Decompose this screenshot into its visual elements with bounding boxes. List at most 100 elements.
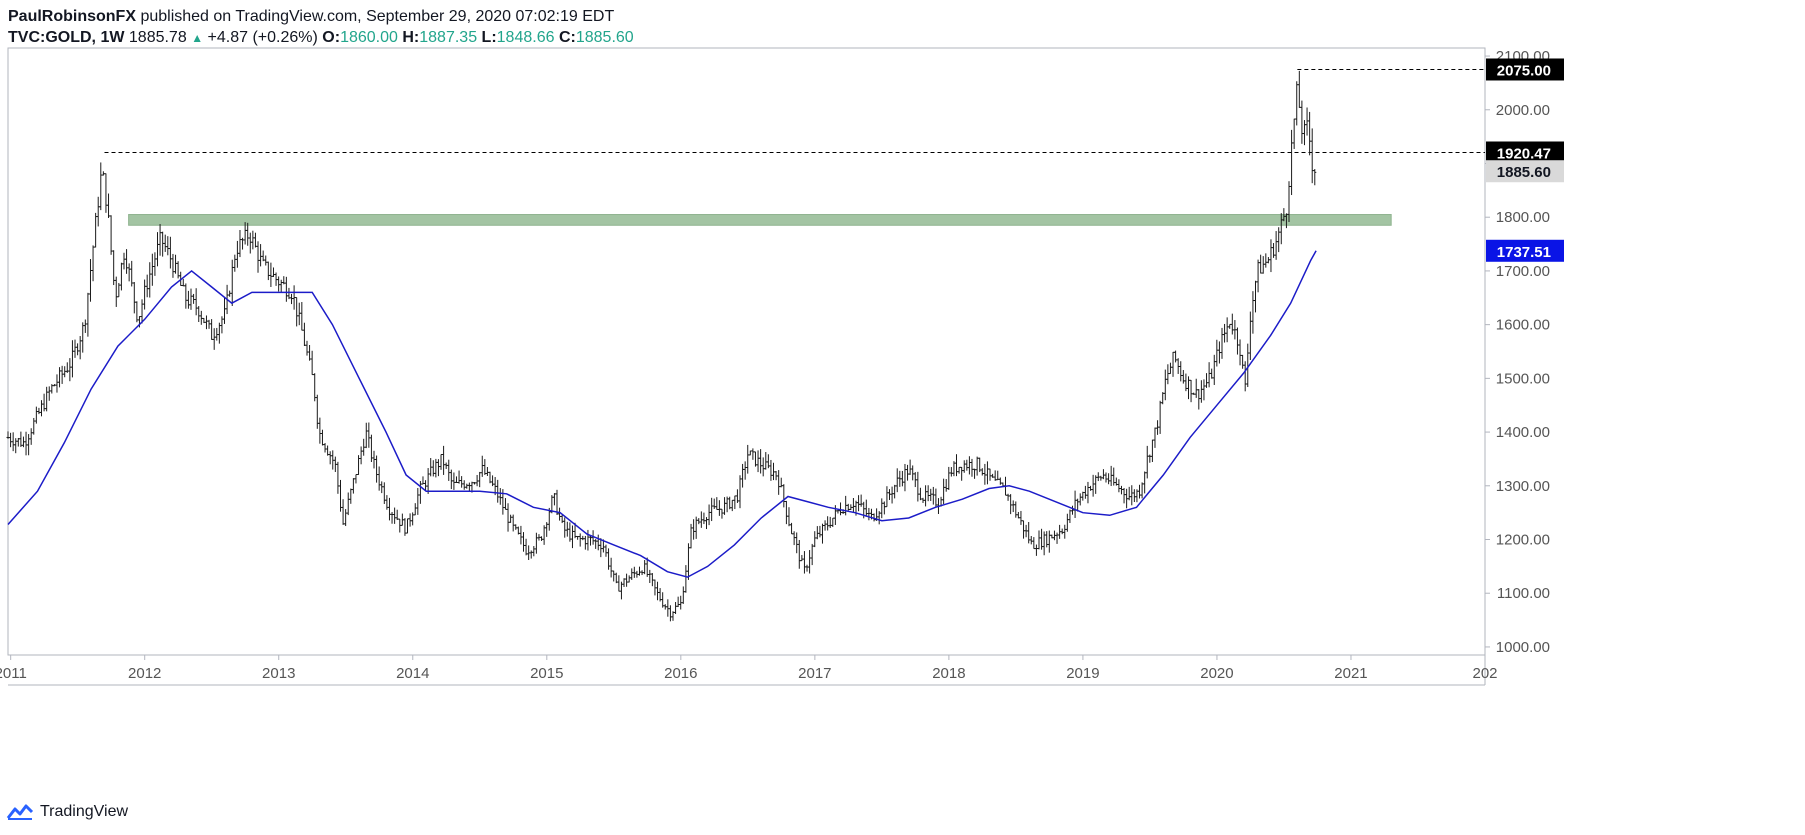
candle	[390, 512, 394, 524]
candle	[349, 488, 353, 504]
candle	[140, 299, 144, 324]
candle	[599, 538, 603, 558]
candle	[480, 455, 484, 477]
tradingview-logo-icon[interactable]	[6, 803, 34, 821]
candle	[1027, 522, 1031, 544]
candle	[192, 293, 196, 304]
candle	[898, 470, 902, 487]
candle	[766, 454, 770, 469]
candle	[844, 495, 848, 516]
candle	[851, 498, 855, 513]
candle	[400, 513, 404, 526]
candle	[887, 489, 891, 500]
candle	[650, 573, 654, 587]
candle	[1037, 530, 1041, 550]
candle	[408, 513, 412, 527]
candle	[1140, 482, 1144, 499]
candle	[586, 529, 590, 551]
author-name[interactable]: PaulRobinsonFX	[8, 8, 136, 25]
brand-name[interactable]: TradingView	[40, 803, 129, 820]
x-tick-label: 2017	[798, 665, 831, 682]
candle	[1034, 544, 1038, 556]
candle	[774, 471, 778, 481]
candle	[1127, 486, 1131, 501]
candle	[1153, 427, 1157, 448]
candle	[967, 456, 971, 475]
candle	[1241, 354, 1245, 369]
candle	[1063, 524, 1067, 539]
candle	[367, 422, 371, 448]
candle	[725, 496, 729, 513]
candle	[184, 283, 188, 309]
candle	[802, 551, 806, 574]
candle	[418, 481, 422, 504]
candle	[1290, 129, 1294, 196]
up-arrow-icon: ▲	[191, 31, 204, 45]
candle	[509, 514, 513, 523]
candle	[648, 569, 652, 584]
candle	[233, 254, 237, 272]
candle	[406, 518, 410, 534]
candle	[333, 456, 337, 473]
candle	[194, 288, 198, 316]
candle	[1210, 368, 1214, 379]
candle	[1058, 524, 1062, 539]
candle	[720, 508, 724, 519]
candle	[519, 525, 523, 545]
publish-info: PaulRobinsonFX published on TradingView.…	[8, 6, 634, 27]
candle	[1259, 254, 1263, 274]
footer: TradingView	[6, 800, 128, 824]
candle	[612, 570, 616, 582]
candle	[1207, 362, 1211, 388]
candle	[114, 276, 118, 307]
candle	[413, 503, 417, 516]
candle	[679, 595, 683, 610]
candle	[1192, 392, 1196, 395]
candle	[168, 236, 172, 269]
candle	[1135, 489, 1139, 503]
candle	[694, 516, 698, 539]
candle	[27, 434, 31, 456]
candle	[1117, 479, 1121, 493]
candle	[1011, 500, 1015, 513]
candle	[1295, 81, 1299, 126]
candle	[277, 276, 281, 292]
candle	[357, 455, 361, 476]
candle	[985, 461, 989, 485]
candle	[663, 604, 667, 610]
candle	[1205, 373, 1209, 388]
candle	[831, 517, 835, 528]
candle	[1006, 493, 1010, 501]
candle	[1150, 439, 1154, 462]
candle	[1254, 280, 1258, 313]
candle	[1055, 532, 1059, 544]
candle	[534, 532, 538, 554]
candle	[769, 459, 773, 481]
candle	[656, 581, 660, 601]
candle	[692, 519, 696, 540]
candle	[1089, 485, 1093, 491]
candle	[287, 287, 291, 300]
candle	[217, 322, 221, 344]
y-tick-label: 1100.00	[1497, 585, 1550, 602]
candle	[730, 499, 734, 512]
candle	[735, 489, 739, 503]
candle	[1269, 239, 1273, 273]
candle	[666, 599, 670, 617]
candle	[1261, 256, 1265, 274]
candle	[702, 512, 706, 525]
candle	[717, 500, 721, 516]
candle	[960, 466, 964, 481]
candle	[1194, 378, 1198, 398]
candle	[460, 476, 464, 488]
candle	[362, 438, 366, 456]
candle	[29, 428, 33, 445]
candle	[1168, 362, 1172, 375]
candle	[1070, 505, 1074, 515]
symbol-label[interactable]: TVC:GOLD, 1W	[8, 29, 125, 46]
candle	[836, 510, 840, 514]
candle	[176, 261, 180, 279]
candle	[246, 222, 250, 246]
candle	[1230, 313, 1234, 335]
